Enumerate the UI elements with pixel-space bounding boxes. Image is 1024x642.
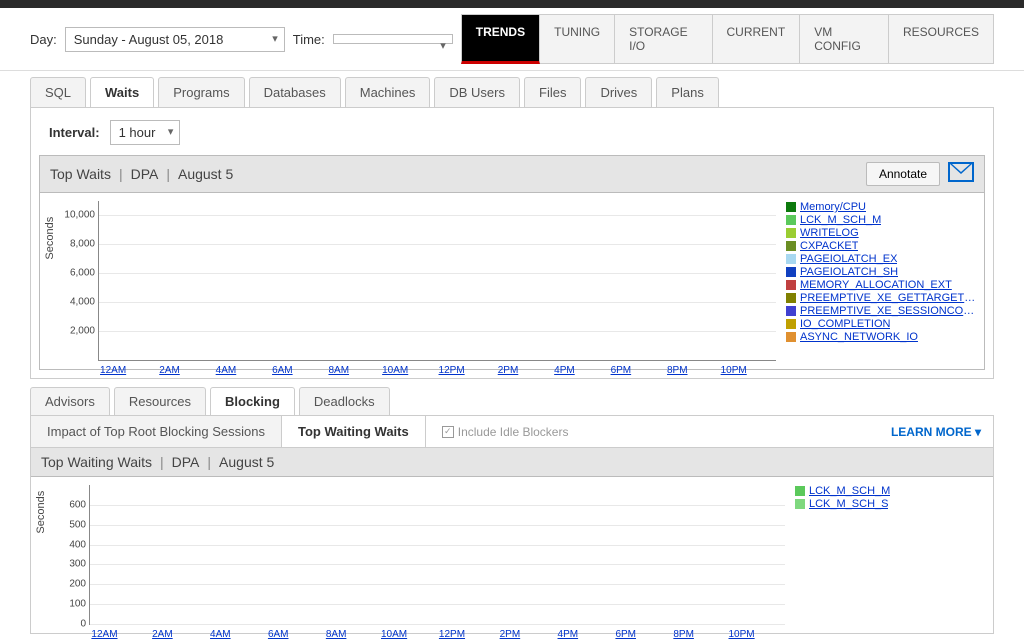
- blocking-subtab[interactable]: Top Waiting Waits: [282, 416, 426, 447]
- header-controls: Day: Sunday - August 05, 2018 Time: TREN…: [0, 8, 1024, 71]
- x-tick[interactable]: 4PM: [554, 365, 575, 376]
- chart1-title-date: August 5: [178, 166, 233, 182]
- sub-tab-drives[interactable]: Drives: [585, 77, 652, 107]
- x-tick[interactable]: 6PM: [611, 365, 632, 376]
- main-tab-tuning[interactable]: TUNING: [540, 14, 615, 64]
- interval-select[interactable]: 1 hour: [110, 120, 181, 145]
- main-tab-current[interactable]: CURRENT: [713, 14, 801, 64]
- legend-item[interactable]: PREEMPTIVE_XE_GETTARGETSTA: [786, 292, 976, 304]
- x-tick[interactable]: 8PM: [673, 629, 694, 640]
- x-tick[interactable]: 4PM: [558, 629, 579, 640]
- top-waits-panel: Top Waits | DPA | August 5 Annotate Seco…: [39, 155, 985, 370]
- sub-tab-waits[interactable]: Waits: [90, 77, 154, 107]
- interval-label: Interval:: [49, 125, 100, 140]
- sub-tab-machines[interactable]: Machines: [345, 77, 431, 107]
- main-tab-vmconfig[interactable]: VM CONFIG: [800, 14, 889, 64]
- chart2-title: Top Waiting Waits: [41, 454, 152, 470]
- x-tick[interactable]: 12AM: [91, 629, 117, 640]
- x-tick[interactable]: 8PM: [667, 365, 688, 376]
- legend-item[interactable]: ASYNC_NETWORK_IO: [786, 331, 976, 343]
- sub-tab-plans[interactable]: Plans: [656, 77, 719, 107]
- legend-item[interactable]: IO_COMPLETION: [786, 318, 976, 330]
- legend-item[interactable]: WRITELOG: [786, 227, 976, 239]
- x-tick[interactable]: 2AM: [159, 365, 180, 376]
- include-idle-checkbox[interactable]: ✓ Include Idle Blockers: [442, 425, 569, 439]
- x-tick[interactable]: 2AM: [152, 629, 173, 640]
- chart1-title-waits: Top Waits: [50, 166, 111, 182]
- main-tab-storageio[interactable]: STORAGE I/O: [615, 14, 712, 64]
- x-tick[interactable]: 2PM: [500, 629, 521, 640]
- x-tick[interactable]: 10AM: [382, 365, 408, 376]
- sub-tab-sql[interactable]: SQL: [30, 77, 86, 107]
- sub-tab-db users[interactable]: DB Users: [434, 77, 520, 107]
- x-tick[interactable]: 10PM: [729, 629, 755, 640]
- legend-item[interactable]: PAGEIOLATCH_EX: [786, 253, 976, 265]
- sub-tab-programs[interactable]: Programs: [158, 77, 244, 107]
- x-tick[interactable]: 10PM: [721, 365, 747, 376]
- x-tick[interactable]: 12AM: [100, 365, 126, 376]
- time-label: Time:: [293, 32, 325, 47]
- chart1-title-dpa: DPA: [131, 166, 159, 182]
- sub-tab-files[interactable]: Files: [524, 77, 581, 107]
- mail-icon[interactable]: [948, 162, 974, 182]
- x-tick[interactable]: 12PM: [439, 629, 465, 640]
- detail-tab-advisors[interactable]: Advisors: [30, 387, 110, 415]
- x-tick[interactable]: 6PM: [615, 629, 636, 640]
- legend-item[interactable]: LCK_M_SCH_M: [786, 214, 976, 226]
- day-label: Day:: [30, 32, 57, 47]
- detail-tab-resources[interactable]: Resources: [114, 387, 206, 415]
- x-tick[interactable]: 6AM: [268, 629, 289, 640]
- x-tick[interactable]: 8AM: [328, 365, 349, 376]
- legend-item[interactable]: PAGEIOLATCH_SH: [786, 266, 976, 278]
- x-tick[interactable]: 8AM: [326, 629, 347, 640]
- main-tab-trends[interactable]: TRENDS: [461, 14, 540, 64]
- sub-tab-databases[interactable]: Databases: [249, 77, 341, 107]
- annotate-button[interactable]: Annotate: [866, 162, 940, 186]
- legend-item[interactable]: MEMORY_ALLOCATION_EXT: [786, 279, 976, 291]
- main-tab-resources[interactable]: RESOURCES: [889, 14, 994, 64]
- blocking-header: Impact of Top Root Blocking SessionsTop …: [31, 416, 993, 448]
- legend-item[interactable]: LCK_M_SCH_S: [795, 498, 985, 510]
- x-tick[interactable]: 4AM: [210, 629, 231, 640]
- legend-item[interactable]: PREEMPTIVE_XE_SESSIONCOMMI: [786, 305, 976, 317]
- legend-item[interactable]: LCK_M_SCH_M: [795, 485, 985, 497]
- time-select[interactable]: [333, 34, 453, 44]
- learn-more-link[interactable]: LEARN MORE ▾: [891, 425, 981, 439]
- legend-item[interactable]: Memory/CPU: [786, 201, 976, 213]
- blocking-subtab[interactable]: Impact of Top Root Blocking Sessions: [31, 416, 282, 447]
- day-select[interactable]: Sunday - August 05, 2018: [65, 27, 285, 52]
- x-tick[interactable]: 4AM: [216, 365, 237, 376]
- detail-tab-blocking[interactable]: Blocking: [210, 387, 295, 415]
- x-tick[interactable]: 6AM: [272, 365, 293, 376]
- detail-tab-deadlocks[interactable]: Deadlocks: [299, 387, 390, 415]
- x-tick[interactable]: 2PM: [498, 365, 519, 376]
- x-tick[interactable]: 12PM: [439, 365, 465, 376]
- legend-item[interactable]: CXPACKET: [786, 240, 976, 252]
- interval-row: Interval: 1 hour: [39, 116, 985, 149]
- x-tick[interactable]: 10AM: [381, 629, 407, 640]
